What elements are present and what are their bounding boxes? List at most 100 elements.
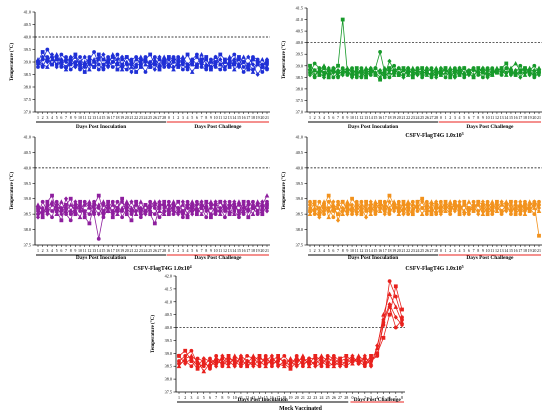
data-point [336,63,340,68]
data-point [194,199,199,204]
data-point [452,202,457,207]
data-point [362,353,367,359]
data-point [485,202,490,207]
data-point [480,65,486,71]
data-point [232,363,237,369]
data-point [40,54,45,60]
data-point [204,199,209,204]
data-point [448,202,453,208]
data-point [245,364,250,369]
data-point [343,355,349,361]
data-point [300,356,305,361]
data-point [499,66,504,70]
x-tick-label: 20 [397,115,401,120]
x-tick-label: 23 [139,248,143,253]
data-point [410,212,415,217]
data-point [208,364,212,369]
data-point [448,212,453,217]
data-point [226,354,231,358]
data-point [312,205,317,210]
data-point [138,215,143,220]
data-point [399,322,405,328]
data-point [195,358,200,363]
x-tick-label: 3 [454,115,456,120]
x-tick-label: 2 [449,248,451,253]
data-point [157,202,162,207]
data-point [485,70,490,75]
data-point [350,361,355,366]
x-tick-label: 13 [500,248,504,253]
data-point [420,199,425,205]
data-point [485,74,490,80]
x-tick-label: 13 [228,248,232,253]
data-point [490,70,495,76]
data-point [214,359,219,363]
data-point [518,202,523,207]
x-tick-label: 12 [223,115,227,120]
data-point [401,68,406,73]
data-point [373,70,378,76]
data-point [194,209,199,213]
x-tick-label: 20 [532,115,536,120]
data-point [518,63,523,68]
x-tick-label: 21 [401,248,405,253]
x-tick-label: 7 [65,115,67,120]
data-point [392,202,397,207]
data-point [45,59,50,65]
data-point [382,68,387,73]
data-point [321,74,327,80]
data-point [362,364,367,369]
data-point [59,206,64,210]
data-point [364,209,368,213]
data-point [185,211,190,217]
x-tick-label: 10 [350,115,354,120]
data-point [171,64,176,70]
data-point [336,75,340,80]
y-tick-label: 40.5 [165,312,172,317]
data-point [265,206,269,210]
x-tick-label: 8 [477,248,479,253]
data-point [250,62,256,67]
y-tick-label: 38.5 [296,212,303,217]
x-tick-label: 18 [387,115,391,120]
data-point [218,67,223,72]
data-point [537,233,541,238]
x-tick-label: 23 [139,115,143,120]
x-tick-label: 19 [120,248,124,253]
data-point [115,211,120,217]
data-point [171,206,176,210]
data-point [77,59,83,65]
data-point [448,70,453,76]
data-point [237,209,241,213]
data-point [241,202,246,208]
data-point [218,52,223,57]
x-tick-label: 27 [158,248,162,253]
x-tick-label: 19 [120,115,124,120]
data-point [424,212,429,217]
x-tick-label: 18 [251,115,255,120]
x-tick-label: 6 [196,115,198,120]
x-tick-label: 15 [264,395,268,400]
data-point [481,202,485,207]
x-tick-label: 19 [392,248,396,253]
data-point [40,65,45,69]
data-point [201,361,206,366]
data-point [257,354,262,358]
x-tick-label: 17 [383,115,387,120]
data-point [87,202,92,208]
x-tick-label: 5 [463,115,465,120]
data-point [443,68,448,73]
data-point [313,354,318,358]
x-tick-label: 5 [191,115,193,120]
data-point [356,353,361,358]
data-point [251,206,255,210]
data-point [438,206,443,210]
data-point [77,214,83,220]
data-point [387,279,392,284]
data-point [227,62,232,67]
data-point [504,70,509,75]
x-tick-label: 12 [495,115,499,120]
data-point [222,64,228,70]
x-tick-label: 7 [215,395,217,400]
data-point [157,199,162,205]
